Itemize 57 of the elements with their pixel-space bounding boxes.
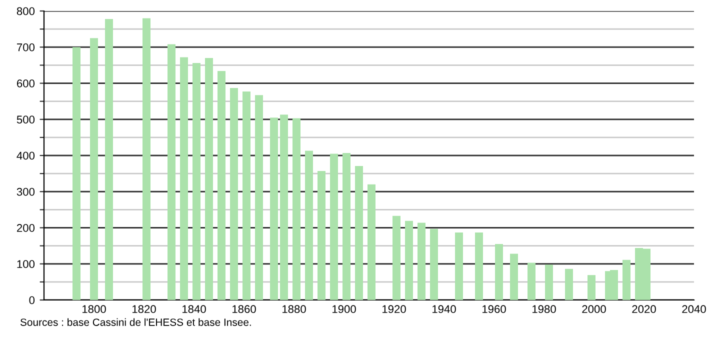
bar xyxy=(528,262,536,300)
bar xyxy=(270,118,278,300)
bar xyxy=(418,222,426,300)
bar xyxy=(242,92,250,300)
bar xyxy=(255,95,263,300)
x-tick-label: 1980 xyxy=(532,305,556,314)
y-tick-label: 400 xyxy=(16,152,35,160)
bar xyxy=(72,47,80,300)
bar xyxy=(588,275,596,300)
bar xyxy=(430,228,438,300)
bar xyxy=(180,57,188,300)
bar xyxy=(168,44,176,300)
x-tick-label: 1820 xyxy=(132,305,156,314)
bar xyxy=(475,232,483,300)
bar xyxy=(218,70,226,300)
bar xyxy=(392,216,400,300)
bar xyxy=(192,63,200,300)
x-tick-label: 1900 xyxy=(332,305,356,314)
bar xyxy=(105,18,113,300)
y-tick-label: 700 xyxy=(17,43,35,52)
bar xyxy=(90,38,98,300)
bar xyxy=(622,260,630,300)
x-tick-label: 2040 xyxy=(682,305,706,314)
bar xyxy=(342,152,350,300)
bar xyxy=(368,184,376,300)
bar xyxy=(545,264,553,300)
x-tick-label: 2000 xyxy=(582,305,606,314)
x-tick-label: 1960 xyxy=(482,305,506,314)
y-tick-label: 300 xyxy=(16,188,35,196)
x-tick-label: 1840 xyxy=(182,305,206,314)
y-tick-label: 0 xyxy=(29,296,35,304)
bar xyxy=(305,150,313,300)
bar xyxy=(405,220,413,300)
x-tick-label: 1940 xyxy=(432,305,456,314)
y-tick-label: 800 xyxy=(16,7,35,16)
x-tick-label: 1880 xyxy=(282,305,306,314)
bar xyxy=(205,58,213,300)
bar xyxy=(142,18,150,300)
x-tick-label: 1860 xyxy=(232,305,256,314)
x-tick-label: 1800 xyxy=(82,305,106,314)
source-note: Sources : base Cassini de l'EHESS et base Insee. xyxy=(20,318,251,326)
bar xyxy=(565,268,573,300)
bar xyxy=(455,232,463,300)
bar xyxy=(280,114,288,300)
bar xyxy=(292,118,300,300)
bar xyxy=(495,244,503,300)
x-tick-label: 2020 xyxy=(632,305,656,314)
bar xyxy=(230,88,238,300)
y-tick-label: 200 xyxy=(16,224,35,232)
bar xyxy=(355,166,363,300)
bar xyxy=(330,154,338,300)
y-tick-label: 500 xyxy=(16,116,35,124)
x-tick-label: 1920 xyxy=(382,305,406,314)
y-tick-label: 100 xyxy=(17,260,35,268)
bar xyxy=(318,171,326,300)
y-tick-label: 600 xyxy=(17,80,35,88)
bar xyxy=(510,254,518,300)
